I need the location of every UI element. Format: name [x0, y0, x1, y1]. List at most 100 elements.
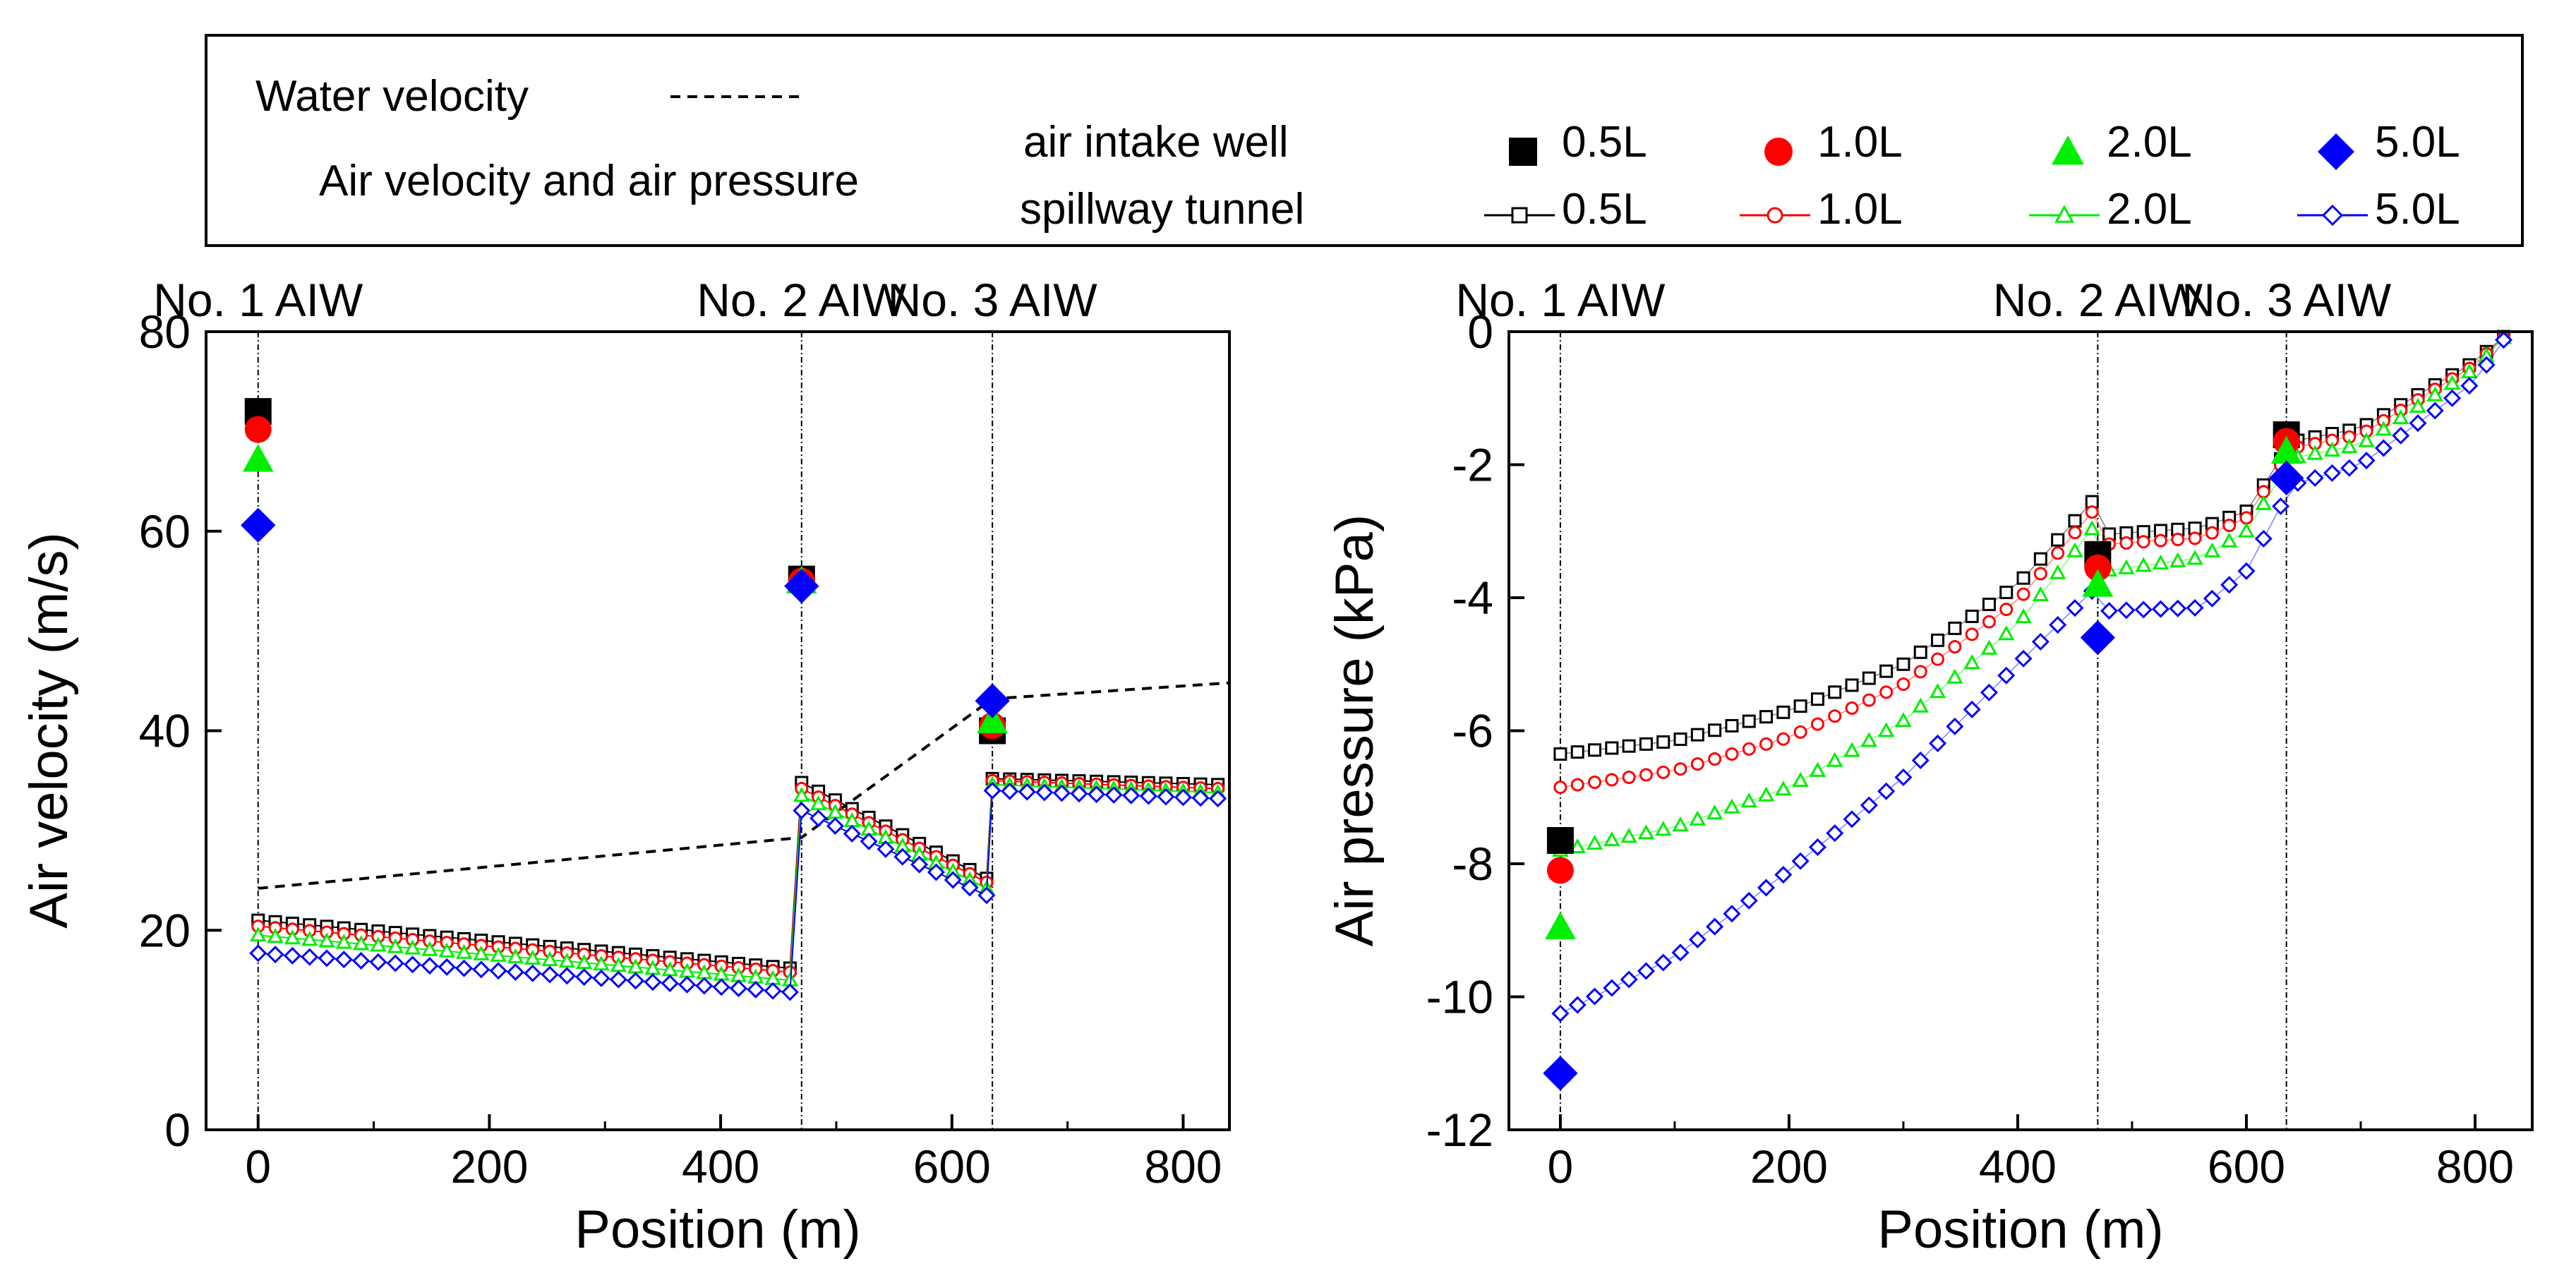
legend-marker-well-5.0L — [2318, 133, 2354, 170]
legend-label-tunnel-2.0L: 2.0L — [2107, 185, 2192, 234]
tunnel-point-5.0L — [2306, 469, 2324, 487]
tunnel-point-5.0L — [793, 802, 811, 820]
tunnel-point-2.0L — [2306, 445, 2323, 460]
well-point-2.0L — [2082, 569, 2114, 597]
tunnel-point-0.5L — [1828, 685, 1842, 699]
tunnel-point-2.0L — [524, 949, 541, 965]
aiw-label-1: No. 1 AIW — [1455, 274, 1666, 326]
tunnel-point-2.0L — [2032, 586, 2050, 601]
tunnel-point-5.0L — [1209, 790, 1227, 808]
tunnel-point-5.0L — [592, 969, 610, 987]
tunnel-point-5.0L — [1894, 768, 1913, 786]
well-point-1.0L — [2084, 554, 2112, 581]
tunnel-point-5.0L — [695, 977, 714, 995]
tunnel-point-5.0L — [2409, 414, 2427, 433]
tunnel-point-1.0L — [1708, 752, 1722, 766]
aiw-label-1: No. 1 AIW — [153, 274, 363, 326]
tunnel-point-5.0L — [1585, 987, 1604, 1006]
legend-marker-tunnel-0.5L — [1511, 207, 1528, 224]
tunnel-point-5.0L — [729, 979, 747, 998]
tunnel-point-5.0L — [1997, 666, 2016, 685]
tunnel-point-5.0L — [644, 973, 662, 991]
tunnel-point-1.0L — [1810, 717, 1824, 731]
tunnel-point-5.0L — [575, 968, 594, 987]
tunnel-point-5.0L — [352, 951, 371, 970]
tunnel-point-5.0L — [386, 954, 404, 972]
tunnel-point-5.0L — [2477, 356, 2496, 374]
tunnel-point-2.0L — [2392, 409, 2409, 425]
tunnel-point-1.0L — [1913, 665, 1927, 679]
legend-marker-tunnel-5.0L — [2321, 204, 2344, 227]
velocity-plot-frame — [205, 330, 1231, 1131]
well-point-2.0L — [1545, 911, 1576, 940]
tunnel-point-5.0L — [2374, 439, 2393, 457]
legend-row2-label: spillway tunnel — [1020, 185, 1304, 234]
tunnel-point-2.0L — [1775, 780, 1792, 796]
tunnel-point-2.0L — [1895, 712, 1912, 728]
tunnel-point-5.0L — [472, 960, 490, 979]
tunnel-point-1.0L — [1845, 701, 1859, 715]
tunnel-point-2.0L — [2015, 608, 2032, 624]
tunnel-point-5.0L — [627, 972, 645, 990]
tunnel-point-5.0L — [1980, 683, 1998, 701]
legend-label-tunnel-1.0L: 1.0L — [1817, 185, 1903, 234]
tunnel-point-2.0L — [507, 948, 524, 963]
tunnel-point-2.0L — [1723, 798, 1740, 814]
tunnel-point-5.0L — [1088, 785, 1106, 804]
tunnel-point-1.0L — [1690, 757, 1704, 771]
pressure-plot-frame — [1507, 330, 2534, 1131]
tunnel-point-5.0L — [2426, 402, 2444, 420]
tunnel-point-0.5L — [1965, 609, 1979, 623]
tunnel-point-1.0L — [1742, 742, 1756, 756]
well-point-2.0L — [2270, 435, 2302, 464]
y-tick-label: -10 — [1426, 971, 1493, 1023]
well-point-5.0L — [975, 683, 1010, 718]
tunnel-point-1.0L — [2051, 546, 2065, 560]
tunnel-point-2.0L — [2118, 559, 2135, 574]
legend-water-label: Water velocity — [255, 72, 529, 121]
tunnel-point-5.0L — [335, 951, 353, 969]
tunnel-point-2.0L — [2135, 557, 2152, 572]
x-tick-label: 0 — [1548, 1140, 1574, 1193]
tunnel-point-1.0L — [1982, 615, 1996, 629]
tunnel-point-5.0L — [826, 816, 844, 835]
tunnel-point-2.0L — [1946, 668, 1963, 684]
tunnel-point-5.0L — [1157, 788, 1175, 806]
tunnel-point-5.0L — [1174, 788, 1192, 807]
tunnel-point-1.0L — [2016, 587, 2030, 601]
tunnel-point-1.0L — [2085, 505, 2099, 519]
tunnel-point-0.5L — [2051, 533, 2065, 547]
tunnel-point-2.0L — [1654, 821, 1672, 836]
legend-label-tunnel-0.5L: 0.5L — [1562, 185, 1647, 234]
tunnel-point-2.0L — [1689, 810, 1707, 826]
tunnel-point-0.5L — [1810, 692, 1824, 706]
tunnel-point-1.0L — [1605, 773, 1619, 787]
tunnel-point-5.0L — [2203, 589, 2221, 608]
tunnel-point-5.0L — [1654, 953, 1673, 972]
tunnel-point-5.0L — [1035, 783, 1054, 802]
tunnel-point-5.0L — [609, 970, 627, 989]
tunnel-point-5.0L — [1706, 917, 1724, 936]
tunnel-point-0.5L — [1759, 710, 1774, 724]
tunnel-point-1.0L — [1793, 725, 1807, 739]
legend-frame — [205, 34, 2524, 247]
tunnel-point-5.0L — [1723, 905, 1741, 923]
tunnel-line-0.5L — [258, 778, 1218, 970]
tunnel-point-5.0L — [1191, 789, 1210, 807]
tunnel-point-5.0L — [2237, 562, 2256, 580]
tunnel-point-0.5L — [1862, 671, 1876, 685]
tunnel-point-5.0L — [678, 975, 697, 994]
tunnel-point-5.0L — [1070, 785, 1088, 803]
tunnel-point-5.0L — [781, 983, 799, 1001]
tunnel-point-2.0L — [2341, 438, 2358, 454]
tunnel-point-2.0L — [387, 938, 404, 953]
tunnel-point-5.0L — [1963, 700, 1981, 718]
x-tick-label: 200 — [1750, 1140, 1828, 1193]
tunnel-point-5.0L — [2392, 426, 2410, 445]
tunnel-point-1.0L — [1622, 770, 1636, 784]
tunnel-point-2.0L — [2152, 554, 2169, 570]
tunnel-point-1.0L — [1896, 677, 1910, 692]
tunnel-point-5.0L — [2323, 464, 2342, 482]
